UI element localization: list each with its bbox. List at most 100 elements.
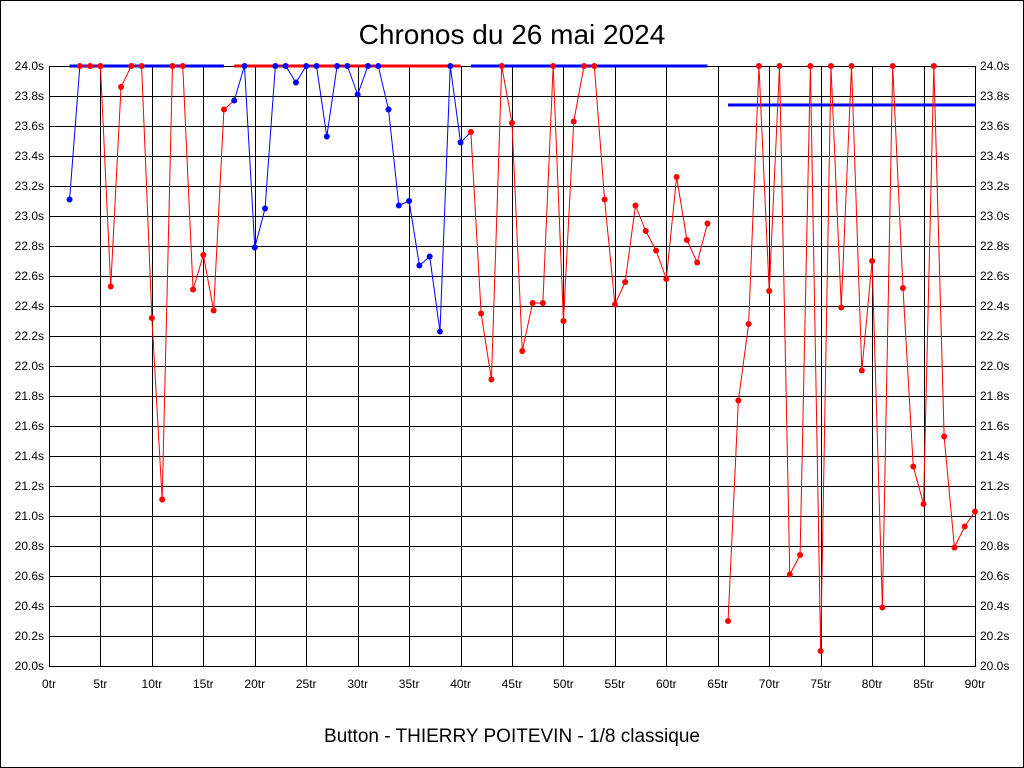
data-point [930,63,937,69]
data-line-segment [861,260,873,371]
y-tick-label-right: 22.4s [980,299,1009,313]
y-tick-label-left: 21.0s [15,509,44,523]
y-tick-label-right: 23.6s [980,119,1009,133]
data-line-segment [655,250,667,280]
data-point [570,118,577,125]
data-point [231,97,238,104]
data-point [138,63,145,69]
data-point [179,63,186,69]
y-tick-label-left: 22.0s [15,359,44,373]
data-line-segment [408,200,420,266]
data-point [426,253,433,260]
data-point [827,63,834,69]
y-tick-label-left: 22.2s [15,329,44,343]
data-line-segment [892,65,904,289]
y-axis-right: 20.0s 20.2s 20.4s 20.6s 20.8s 21.0s 21.2s 21.4s… [980,59,1009,673]
data-line-segment [964,511,976,527]
data-line-segment [69,65,81,200]
data-point [591,63,598,69]
data-line-segment [264,65,276,209]
x-tick-label: 75tr [810,677,831,691]
data-line-segment [953,526,966,548]
data-points [66,63,978,654]
x-tick-label: 5tr [93,677,107,691]
data-point [663,276,670,282]
data-line-segment [696,223,708,263]
x-axis: 0tr 5tr 10tr 15tr 20tr 25tr 30tr 35tr 40tr 45tr 50… [42,677,985,691]
x-tick-label: 15tr [193,677,214,691]
x-tick-label: 40tr [450,677,471,691]
y-tick-label-left: 23.0s [15,209,44,223]
data-point [436,328,443,335]
data-point [910,463,917,470]
y-tick-label-left: 20.2s [15,629,44,643]
data-line-segment [624,205,636,283]
data-line-segment [449,65,462,143]
data-line-segment [614,281,626,305]
y-tick-label-left: 20.6s [15,569,44,583]
data-point [478,310,485,317]
data-point [169,63,176,69]
data-line-segment [192,254,204,290]
x-tick-label: 85tr [913,677,934,691]
data-line-segment [233,65,245,101]
x-tick-label: 80tr [862,677,883,691]
data-line-segment [820,65,832,652]
data-line-segment [388,109,400,206]
data-line-segment [573,65,585,122]
data-line-segment [830,65,842,308]
chart-title: Chronos du 26 mai 2024 [359,19,666,50]
x-tick-label: 0tr [42,677,56,691]
data-line-segment [758,65,770,292]
data-point [457,139,464,146]
data-line-segment [326,65,338,137]
data-line-segment [779,65,791,575]
data-point [118,84,125,90]
data-point [889,63,896,69]
y-tick-label-left: 22.6s [15,269,44,283]
data-point [529,300,536,306]
y-tick-label-right: 20.8s [980,539,1009,553]
data-point [66,196,73,203]
y-tick-label-right: 20.6s [980,569,1009,583]
data-point [447,63,454,69]
data-line-segment [768,65,781,292]
data-line-segment [902,287,914,467]
data-line-segment [789,554,801,575]
data-point [683,237,690,243]
data-point [961,523,968,530]
data-point [797,552,804,558]
data-line-segment [501,65,513,124]
x-tick-label: 10tr [142,677,163,691]
data-point [879,604,886,611]
data-line-segment [737,323,750,401]
data-point [941,433,948,440]
data-point [385,106,392,113]
data-point [550,63,557,69]
data-line-segment [809,65,822,652]
data-point [416,262,423,269]
data-point [128,63,135,69]
data-point [838,304,845,311]
x-tick-label: 50tr [553,677,574,691]
data-line-segment [645,230,657,251]
chart-caption: Button - THIERRY POITEVIN - 1/8 classiqu… [324,726,700,747]
data-line-segment [676,176,688,241]
data-point [972,508,978,515]
y-tick-label-left: 23.6s [15,119,44,133]
data-point [488,376,495,383]
data-point [632,202,639,209]
data-line-segment [439,65,451,332]
data-point [97,63,104,69]
data-point [251,244,258,251]
y-tick-label-left: 22.4s [15,299,44,313]
data-line-segment [923,65,935,505]
data-point [364,63,371,69]
data-point [735,397,742,404]
y-tick-label-right: 24.0s [980,59,1009,73]
data-point [776,63,783,69]
y-axis-left: 20.0s 20.2s 20.4s 20.6s 20.8s 21.0s 21.2s 21.4s… [15,59,44,673]
data-line-segment [593,65,606,200]
data-line-segment [110,86,122,287]
